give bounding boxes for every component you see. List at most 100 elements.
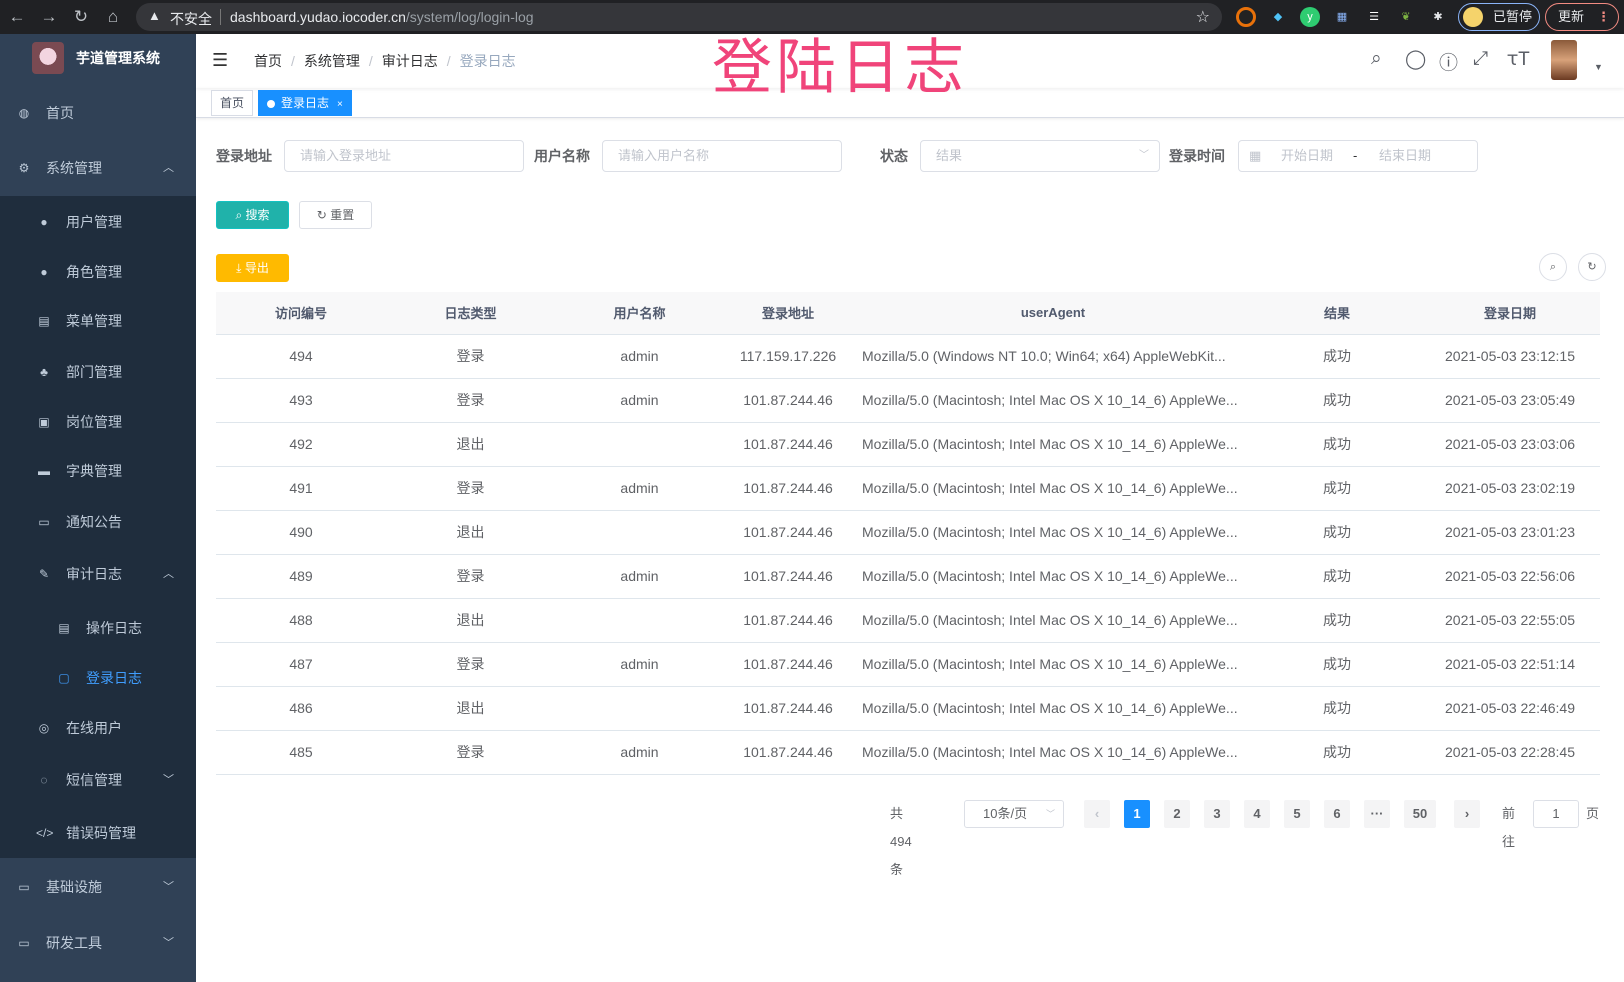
- extension-leaf-icon[interactable]: ❦: [1401, 11, 1411, 23]
- chevron-down-icon: ﹀: [163, 881, 174, 893]
- sidebar-item-audit-log[interactable]: ✎ 审计日志 ︿: [0, 549, 196, 599]
- username-input[interactable]: 请输入用户名称: [602, 140, 842, 172]
- end-date-input[interactable]: 结束日期: [1379, 148, 1432, 163]
- sidebar-item-dev-tools[interactable]: ▭ 研发工具 ﹀: [0, 918, 196, 968]
- divider: [220, 9, 221, 25]
- table-cell: 491: [216, 466, 386, 511]
- sidebar-item-home[interactable]: ◍ 首页: [0, 88, 196, 138]
- next-page-button[interactable]: ›: [1454, 800, 1480, 828]
- extension-y-icon[interactable]: y: [1300, 7, 1320, 27]
- page-button[interactable]: 4: [1244, 800, 1270, 828]
- sidebar-item-infra[interactable]: ▭ 基础设施 ﹀: [0, 862, 196, 912]
- breadcrumb-home[interactable]: 首页: [254, 53, 282, 69]
- warning-icon: ▲: [148, 8, 161, 23]
- reset-button[interactable]: ↻ 重置: [299, 201, 372, 229]
- avatar[interactable]: [1551, 40, 1577, 80]
- extension-grid-icon[interactable]: ▦: [1336, 11, 1348, 23]
- toggle-search-button[interactable]: ⌕: [1539, 253, 1567, 281]
- breadcrumb-audit: 审计日志: [381, 53, 438, 69]
- date-range-picker[interactable]: ▦ 开始日期 - 结束日期: [1238, 140, 1478, 172]
- search-icon: ⌕: [235, 208, 246, 222]
- hamburger-icon[interactable]: ☰: [212, 50, 229, 70]
- code-icon: </>: [36, 826, 54, 840]
- address-bar[interactable]: ▲ 不安全 dashboard.yudao.iocoder.cn/system/…: [136, 3, 1222, 31]
- tag-label: 登录日志: [281, 96, 330, 110]
- goto-page-input[interactable]: 1: [1533, 800, 1579, 828]
- table-cell: Mozilla/5.0 (Macintosh; Intel Mac OS X 1…: [852, 510, 1254, 555]
- sidebar-item-online-user[interactable]: ◎ 在线用户: [0, 703, 196, 753]
- start-date-input[interactable]: 开始日期: [1281, 148, 1334, 163]
- sidebar-item-dept[interactable]: ♣ 部门管理: [0, 347, 196, 397]
- sidebar-item-label: 用户管理: [66, 214, 122, 230]
- close-icon[interactable]: ×: [337, 99, 343, 110]
- goto-suffix: 页: [1586, 806, 1600, 821]
- table-cell: 2021-05-03 22:55:05: [1420, 598, 1600, 643]
- tool-icon: ▭: [18, 936, 30, 950]
- table-cell: 117.159.17.226: [724, 334, 852, 379]
- app-title: 芋道管理系统: [76, 50, 160, 66]
- table-cell: admin: [555, 378, 724, 423]
- page-button[interactable]: 5: [1284, 800, 1310, 828]
- sidebar-item-operate-log[interactable]: ▤ 操作日志: [0, 603, 196, 653]
- search-icon[interactable]: ⌕: [1371, 48, 1382, 69]
- sidebar-item-notice[interactable]: ▭ 通知公告: [0, 497, 196, 547]
- more-pages-button[interactable]: ···: [1364, 800, 1390, 828]
- address-input[interactable]: 请输入登录地址: [284, 140, 524, 172]
- dict-icon: ▬: [38, 464, 50, 478]
- reload-icon[interactable]: ↻: [73, 7, 89, 26]
- page-size-select[interactable]: 10条/页 ﹀: [964, 800, 1064, 828]
- table-cell: Mozilla/5.0 (Macintosh; Intel Mac OS X 1…: [852, 378, 1254, 423]
- update-button[interactable]: 更新 ⋮: [1545, 3, 1619, 31]
- tag-login-log[interactable]: 登录日志 ×: [258, 90, 352, 116]
- sidebar-item-dict[interactable]: ▬ 字典管理: [0, 446, 196, 496]
- table-row: 487 登录 admin 101.87.244.46 Mozilla/5.0 (Maci…: [216, 642, 1600, 687]
- extension-list-icon[interactable]: ☰: [1369, 11, 1379, 23]
- profile-paused-button[interactable]: 已暂停: [1458, 3, 1540, 31]
- page-button[interactable]: 3: [1204, 800, 1230, 828]
- extension-icon[interactable]: [1236, 7, 1256, 27]
- login-time-label: 登录时间: [1169, 148, 1225, 164]
- table-cell: 成功: [1254, 686, 1420, 731]
- font-size-icon[interactable]: ꚍT: [1507, 49, 1530, 70]
- sidebar-item-label: 岗位管理: [66, 414, 122, 430]
- tree-icon: ♣: [40, 365, 48, 379]
- sidebar-item-user[interactable]: ● 用户管理: [0, 197, 196, 247]
- status-select[interactable]: 结果 ﹀: [920, 140, 1160, 172]
- extension-diamond-icon[interactable]: ◆: [1273, 11, 1283, 23]
- sidebar-item-label: 在线用户: [66, 720, 122, 736]
- github-icon[interactable]: ◯: [1405, 49, 1427, 70]
- sidebar-item-menu[interactable]: ▤ 菜单管理: [0, 296, 196, 346]
- tag-home[interactable]: 首页: [211, 90, 254, 116]
- shield-icon: ◌: [40, 773, 48, 787]
- refresh-button[interactable]: ↻: [1578, 253, 1606, 281]
- search-button[interactable]: ⌕ 搜索: [216, 201, 289, 229]
- export-button[interactable]: ⤓ 导出: [216, 254, 289, 282]
- table-cell: Mozilla/5.0 (Macintosh; Intel Mac OS X 1…: [852, 598, 1254, 643]
- help-icon[interactable]: ⓘ: [1439, 53, 1459, 74]
- bookmark-star-icon[interactable]: ☆: [1195, 9, 1210, 26]
- sidebar-item-role[interactable]: ● 角色管理: [0, 247, 196, 297]
- table-cell: 101.87.244.46: [724, 510, 852, 555]
- table-cell: [555, 422, 724, 467]
- sidebar-item-post[interactable]: ▣ 岗位管理: [0, 397, 196, 447]
- page-button[interactable]: 6: [1324, 800, 1350, 828]
- table-cell: Mozilla/5.0 (Macintosh; Intel Mac OS X 1…: [852, 554, 1254, 599]
- page-button[interactable]: 2: [1164, 800, 1190, 828]
- home-icon[interactable]: ⌂: [107, 7, 119, 26]
- back-icon[interactable]: ←: [8, 7, 26, 26]
- caret-down-icon[interactable]: ▼: [1594, 62, 1603, 72]
- extensions-puzzle-icon[interactable]: ✱: [1433, 11, 1443, 23]
- page-button[interactable]: 1: [1124, 800, 1150, 828]
- sidebar-item-sms[interactable]: ◌ 短信管理 ﹀: [0, 755, 196, 805]
- sidebar-item-system[interactable]: ⚙ 系统管理 ︿: [0, 143, 196, 193]
- sidebar-item-error-code[interactable]: </> 错误码管理: [0, 808, 196, 858]
- page-button[interactable]: 50: [1404, 800, 1436, 828]
- fullscreen-icon[interactable]: ⤢: [1473, 48, 1489, 69]
- table-cell: Mozilla/5.0 (Macintosh; Intel Mac OS X 1…: [852, 642, 1254, 687]
- prev-page-button[interactable]: ‹: [1084, 800, 1110, 828]
- sidebar-item-label: 首页: [46, 105, 74, 121]
- forward-icon[interactable]: →: [40, 7, 58, 26]
- sidebar-item-login-log[interactable]: ▢ 登录日志: [0, 653, 196, 703]
- sidebar-item-label: 审计日志: [66, 566, 122, 582]
- form-icon: ▤: [58, 621, 70, 635]
